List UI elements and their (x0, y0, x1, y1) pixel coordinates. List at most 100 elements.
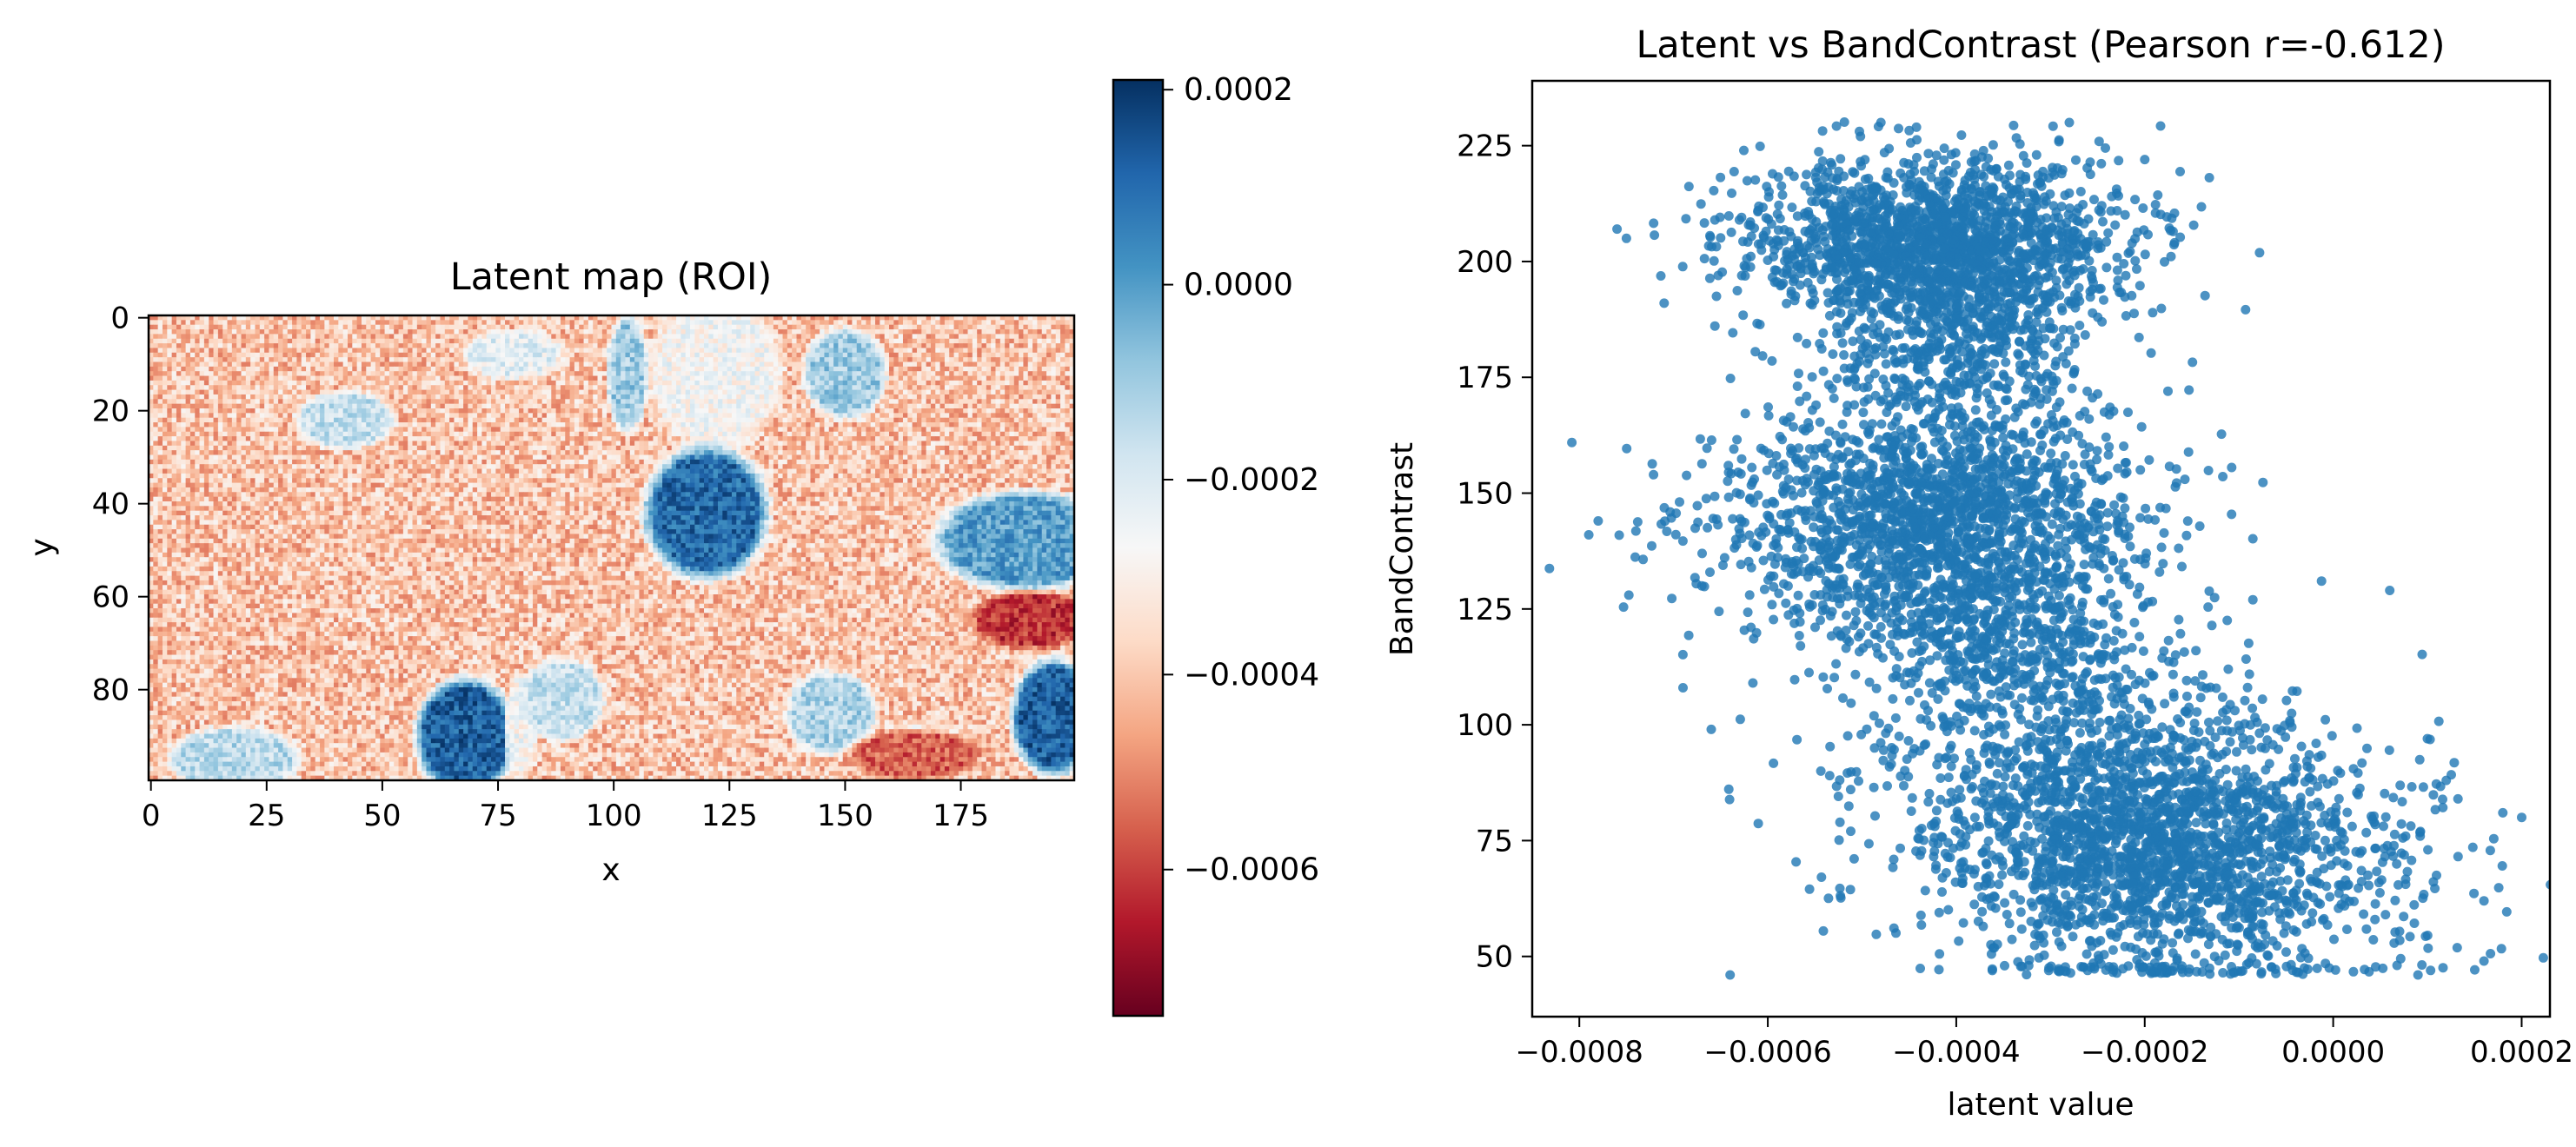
scatter-point (1939, 155, 1949, 165)
scatter-point (1710, 491, 1720, 501)
scatter-point (1939, 538, 1949, 548)
scatter-point (1929, 427, 1939, 437)
scatter-point (2052, 341, 2062, 352)
scatter-point (1922, 239, 1932, 249)
scatter-point (2132, 589, 2142, 600)
scatter-point (1842, 401, 1853, 411)
scatter-point (2125, 541, 2135, 552)
scatter-point (1779, 579, 1789, 589)
scatter-point (2030, 419, 2041, 429)
scatter-point (1732, 286, 1743, 295)
scatter-point (1856, 307, 1865, 316)
scatter-point (2025, 669, 2035, 680)
scatter-point (1831, 486, 1842, 496)
scatter-point (2247, 594, 2258, 605)
scatter-point (1912, 325, 1922, 335)
scatter-point (1841, 475, 1850, 486)
scatter-point (2055, 290, 2065, 301)
scatter-point (1851, 540, 1862, 550)
scatter-point (1766, 219, 1776, 229)
scatter-point (1859, 420, 1869, 430)
scatter-point (2023, 217, 2033, 228)
scatter-point (1829, 209, 1839, 219)
scatter-point (1711, 514, 1722, 524)
scatter-point (1856, 156, 1866, 167)
scatter-point (1894, 221, 1904, 231)
scatter-point (1895, 600, 1906, 610)
scatter-point (1866, 307, 1876, 317)
scatter-point (1976, 169, 1986, 180)
scatter-point (1945, 420, 1955, 430)
scatter-point (2180, 474, 2190, 485)
scatter-point (1902, 547, 1912, 557)
scatter-point (1682, 470, 1692, 481)
scatter-point (1827, 230, 1837, 241)
scatter-point (1888, 190, 1898, 200)
scatter-point (1948, 168, 1958, 178)
scatter-point (1748, 678, 1758, 688)
scatter-point (1683, 182, 1694, 192)
scatter-point (1942, 460, 1952, 470)
scatter-point (1739, 145, 1749, 156)
scatter-point (1922, 250, 1933, 261)
heatmap-y-tick-label: 60 (92, 580, 129, 615)
scatter-point (1649, 469, 1659, 480)
scatter-point (2007, 607, 2017, 616)
scatter-point (1912, 238, 1922, 249)
scatter-point (2101, 143, 2110, 153)
scatter-point (2078, 239, 2088, 249)
scatter-point (2141, 553, 2151, 563)
scatter-point (2052, 511, 2062, 521)
scatter-point (2046, 595, 2056, 606)
scatter-point (1919, 534, 1929, 544)
scatter-point (1771, 265, 1782, 275)
scatter-point (1929, 437, 1940, 448)
scatter-point (1801, 515, 1811, 526)
scatter-point (2022, 158, 2032, 169)
scatter-point (1799, 554, 1809, 564)
scatter-point (2177, 561, 2187, 572)
scatter-point (1807, 284, 1817, 295)
scatter-point (2026, 437, 2036, 448)
scatter-point (1923, 149, 1934, 159)
scatter-point (1883, 246, 1894, 256)
scatter-point (1950, 390, 1961, 401)
scatter-point (2035, 446, 2045, 455)
scatter-point (1723, 211, 1734, 221)
scatter-point (1970, 225, 1981, 235)
scatter-point (1750, 347, 1761, 357)
scatter-point (2040, 551, 2050, 561)
scatter-point (1983, 554, 1994, 563)
scatter-point (1703, 522, 1713, 533)
scatter-point (1932, 651, 1942, 661)
scatter-point (2153, 190, 2163, 200)
scatter-point (1882, 167, 1893, 177)
scatter-point (2019, 324, 2029, 335)
scatter-point (2138, 646, 2148, 656)
scatter-point (1944, 251, 1955, 262)
scatter-point (2066, 494, 2076, 504)
scatter-point (2120, 503, 2130, 514)
scatter-point (1890, 456, 1901, 466)
scatter-point (1743, 607, 1753, 618)
scatter-point (1944, 343, 1955, 354)
scatter-point (1989, 359, 2000, 369)
scatter-point (2075, 187, 2086, 196)
scatter-point (1810, 444, 1821, 454)
scatter-point (2080, 538, 2089, 548)
scatter-point (1745, 220, 1756, 230)
scatter-point (2051, 551, 2061, 561)
scatter-point (2181, 530, 2192, 540)
scatter-point (1667, 593, 1677, 604)
scatter-point (2071, 155, 2081, 165)
scatter-point (1817, 156, 1828, 166)
scatter-point (2009, 680, 2019, 691)
scatter-point (1998, 511, 2008, 521)
scatter-point (2098, 216, 2108, 227)
scatter-point (1893, 412, 1903, 422)
scatter-point (1924, 678, 1935, 688)
scatter-point (2051, 275, 2061, 286)
scatter-point (2119, 441, 2129, 451)
scatter-point (1940, 640, 1950, 650)
scatter-point (1900, 342, 1910, 353)
